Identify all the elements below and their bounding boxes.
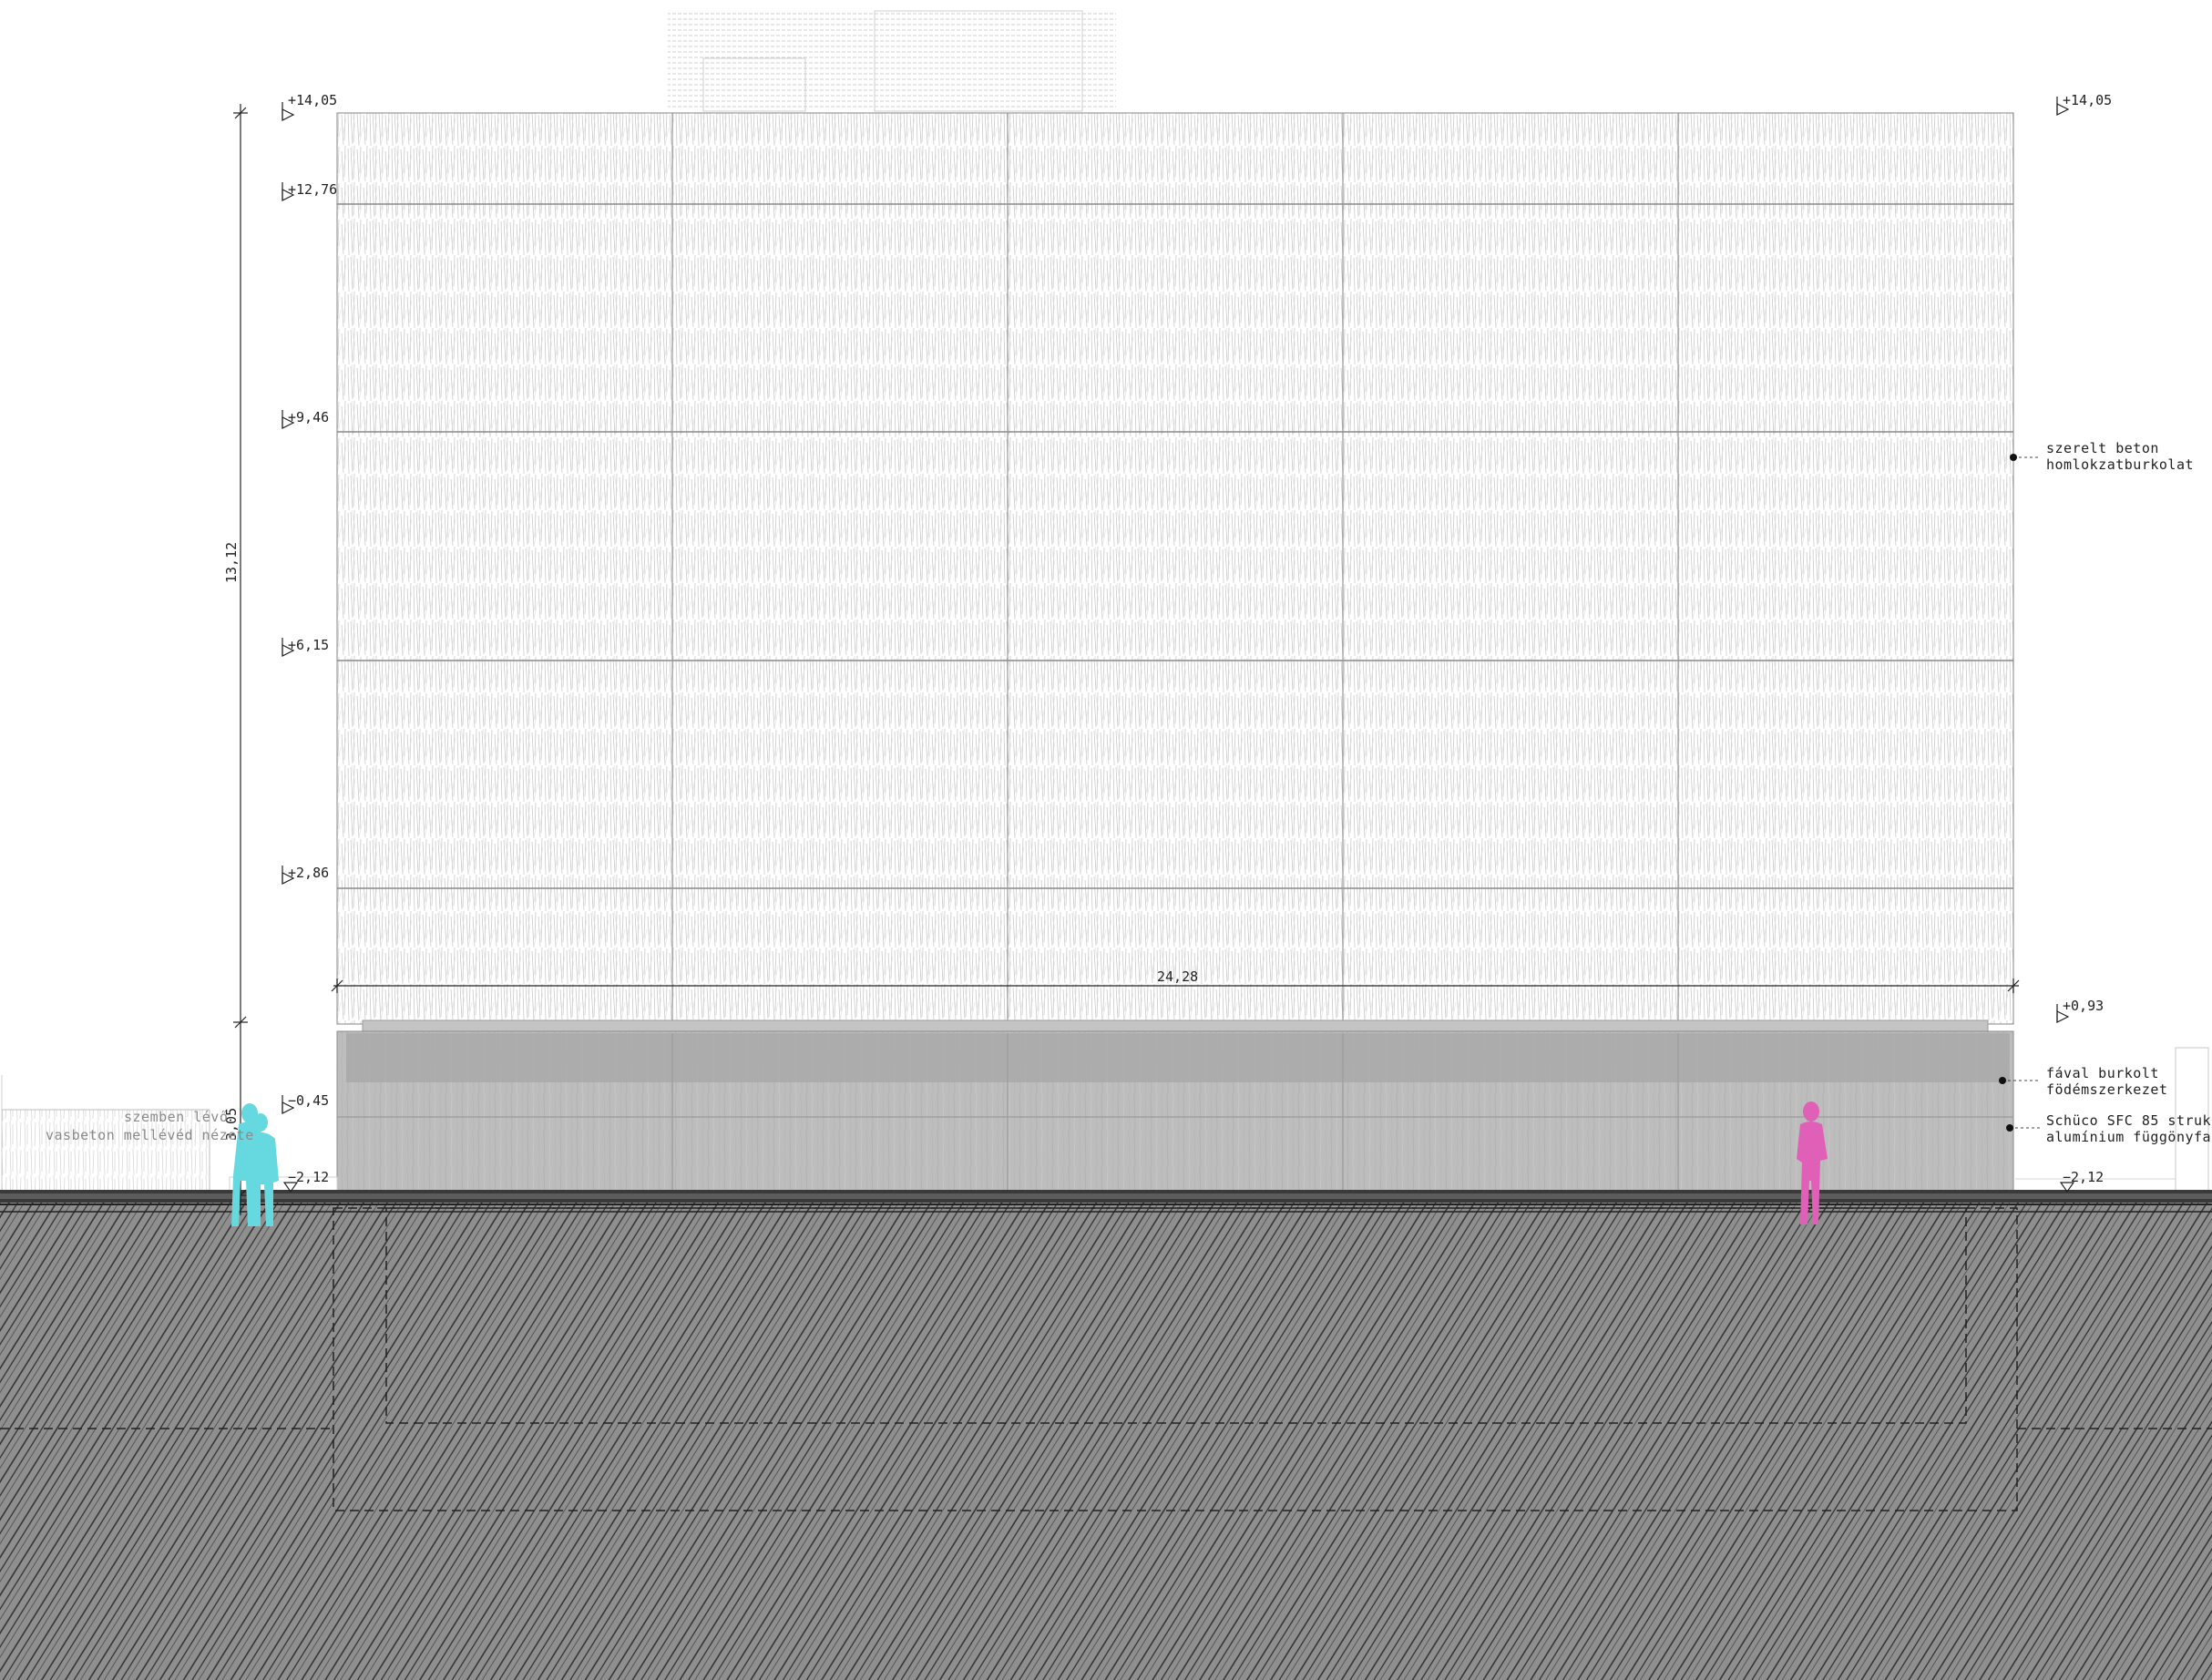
level-label-2-86: +2,86 — [288, 865, 330, 881]
annotation-slab-line1: fával burkolt — [2046, 1065, 2159, 1081]
annotation-leaders — [2002, 456, 2041, 1129]
facade-cladding — [336, 112, 2014, 1025]
ground-section — [0, 1190, 2212, 1680]
annotation-wall-line2: vasbeton mellévéd nézete — [46, 1127, 254, 1143]
level-label-minus-2-12-right: −2,12 — [2063, 1169, 2104, 1185]
level-markers — [282, 97, 2075, 1193]
dimension-width: 24,28 — [1157, 968, 1199, 985]
dimension-lines — [233, 104, 2020, 1215]
level-label-9-46: +9,46 — [288, 409, 330, 425]
human-figure-right — [1797, 1101, 1828, 1224]
annotation-facade-line1: szerelt beton — [2046, 440, 2159, 456]
annotation-dots — [1999, 454, 2017, 1132]
level-label-0-93-right: +0,93 — [2063, 998, 2104, 1014]
level-label-14-05-right: +14,05 — [2063, 92, 2113, 108]
annotation-facade-line2: homlokzatburkolat — [2046, 456, 2195, 473]
annotation-curtain-line1: Schüco SFC 85 strukt. — [2046, 1112, 2212, 1129]
dimension-total-height: 13,12 — [223, 541, 240, 583]
level-label-6-15: +6,15 — [288, 637, 330, 653]
level-label-minus-0-45: −0,45 — [288, 1092, 330, 1109]
level-label-minus-2-12: −2,12 — [288, 1169, 330, 1185]
annotation-wall-line1: szemben lévő — [124, 1109, 229, 1125]
level-label-14-05: +14,05 — [288, 92, 338, 108]
annotation-slab-line2: födémszerkezet — [2046, 1081, 2168, 1098]
level-label-12-76: +12,76 — [288, 181, 338, 198]
rooftop-structure — [668, 10, 1116, 112]
human-figures-left — [231, 1103, 279, 1226]
annotation-curtain-line2: alumínium függönyfal — [2046, 1129, 2212, 1145]
